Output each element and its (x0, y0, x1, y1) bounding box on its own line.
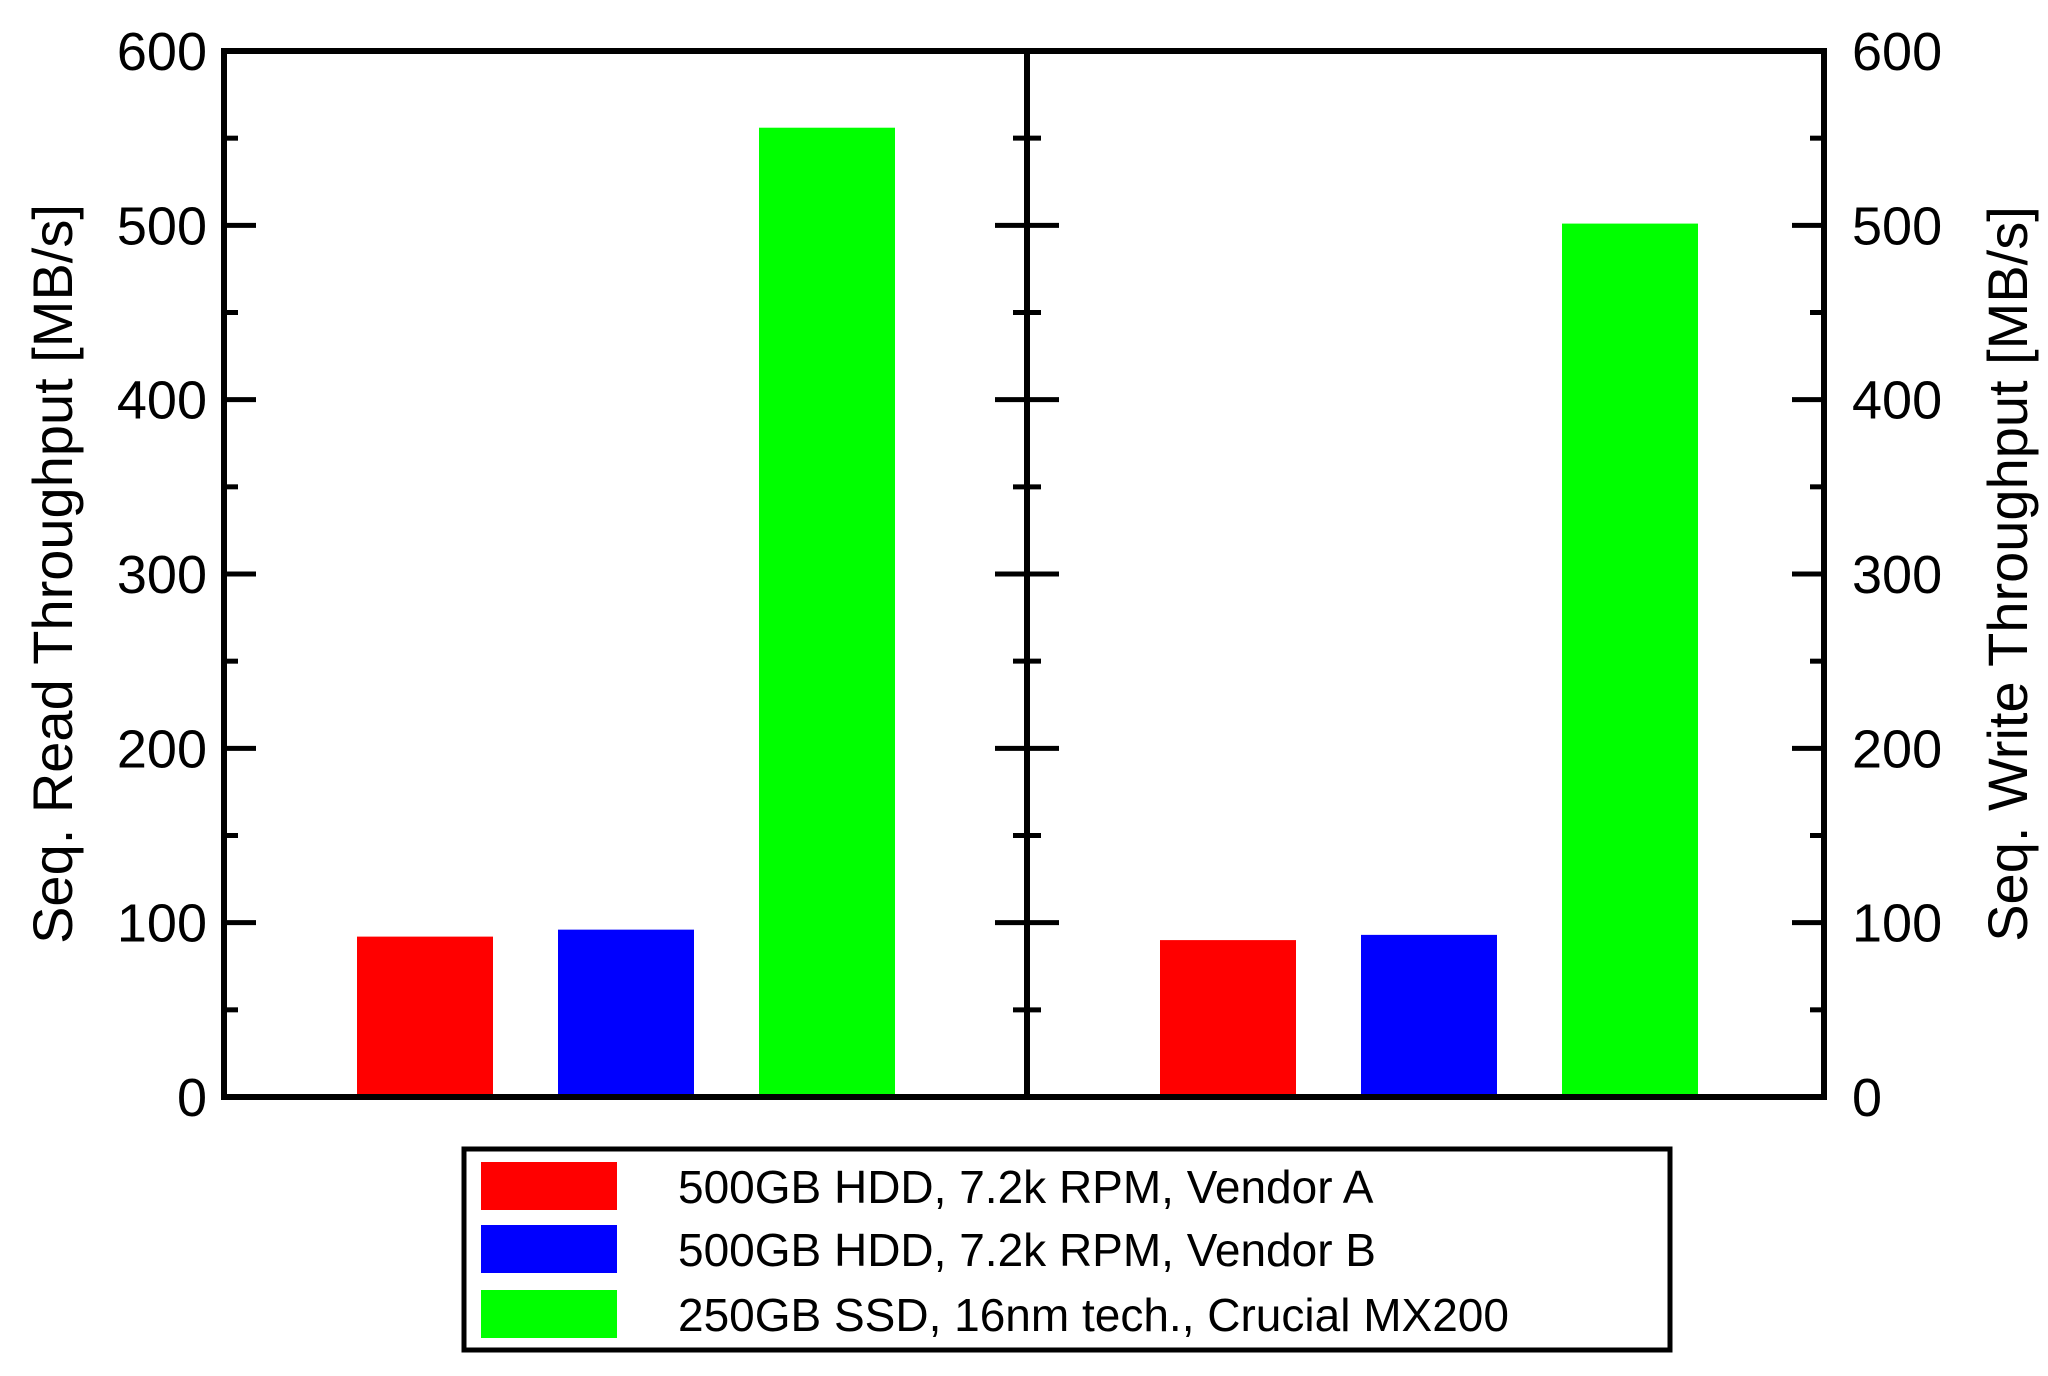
y-tick-label-left: 0 (177, 1068, 207, 1128)
y-tick-label-left: 600 (117, 22, 207, 82)
y-tick-label-left: 500 (117, 196, 207, 256)
legend-swatch-crucial-ssd (481, 1290, 617, 1338)
y-tick-label-right: 200 (1852, 719, 1942, 779)
bar-read-series-2 (759, 127, 895, 1097)
bar-read-series-1 (558, 929, 694, 1097)
y-tick-label-right: 400 (1852, 371, 1942, 431)
y-tick-label-left: 400 (117, 371, 207, 431)
y-tick-label-right: 600 (1852, 22, 1942, 82)
legend: 500GB HDD, 7.2k RPM, Vendor A 500GB HDD,… (461, 1146, 1673, 1353)
y-axis-title-left: Seq. Read Throughput [MB/s] (21, 204, 84, 944)
bar-write-series-2 (1562, 223, 1698, 1098)
bar-read-series-0 (357, 936, 493, 1097)
legend-box (461, 1146, 1673, 1353)
bar-write-series-1 (1361, 934, 1497, 1097)
legend-swatch-vendor-b (481, 1225, 617, 1273)
y-tick-label-left: 100 (117, 894, 207, 954)
legend-label-vendor-a: 500GB HDD, 7.2k RPM, Vendor A (678, 1161, 1374, 1213)
legend-label-crucial-ssd: 250GB SSD, 16nm tech., Crucial MX200 (678, 1289, 1509, 1341)
legend-label-vendor-b: 500GB HDD, 7.2k RPM, Vendor B (678, 1224, 1376, 1276)
legend-swatch-vendor-a (481, 1162, 617, 1210)
y-tick-label-right: 300 (1852, 545, 1942, 605)
y-axis-title-right: Seq. Write Throughput [MB/s] (1976, 206, 2039, 942)
y-tick-label-left: 200 (117, 719, 207, 779)
y-tick-label-left: 300 (117, 545, 207, 605)
y-tick-label-right: 100 (1852, 894, 1942, 954)
y-tick-label-right: 0 (1852, 1068, 1882, 1128)
y-tick-label-right: 500 (1852, 196, 1942, 256)
bar-write-series-0 (1160, 940, 1296, 1097)
